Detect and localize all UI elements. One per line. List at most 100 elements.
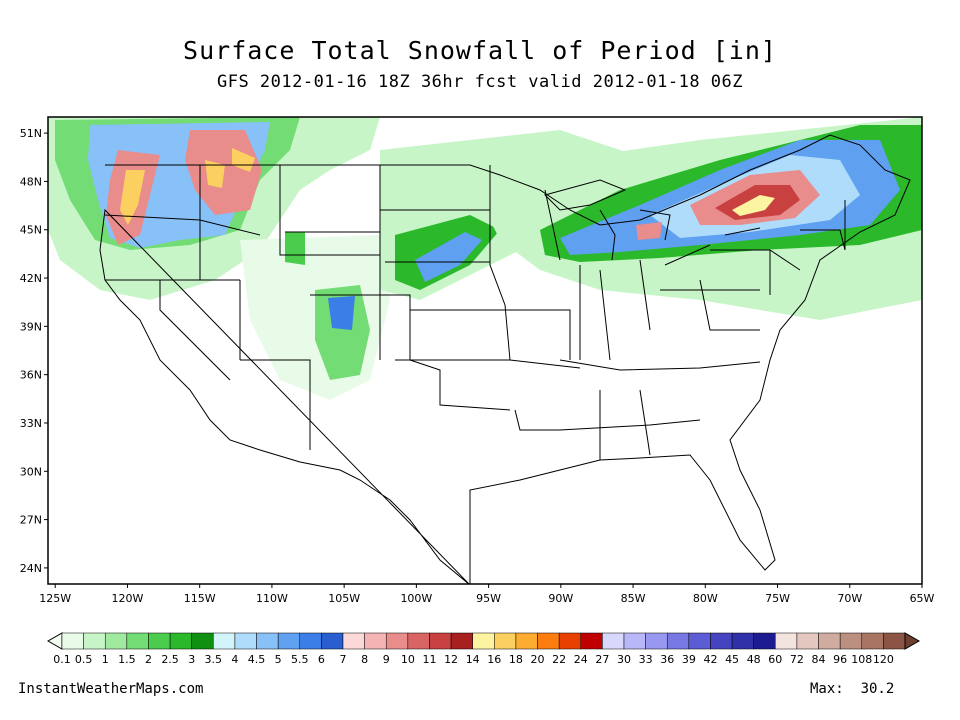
- colorbar-swatch: [385, 632, 409, 650]
- colorbar-label: 27: [595, 653, 609, 666]
- colorbar-label: 2: [145, 653, 152, 666]
- colorbar-label: 2.5: [161, 653, 179, 666]
- colorbar-swatch: [645, 632, 668, 650]
- snow-band-idaho-yellow: [205, 160, 225, 188]
- colorbar-label: 7: [340, 653, 347, 666]
- lat-label: 33N: [20, 417, 42, 430]
- colorbar-label: 10: [401, 653, 415, 666]
- colorbar-swatch: [104, 632, 128, 650]
- lon-label: 90W: [548, 592, 573, 605]
- lon-label: 75W: [765, 592, 790, 605]
- colorbar-swatch: [688, 632, 711, 650]
- lon-label: 120W: [112, 592, 144, 605]
- lon-label: 125W: [39, 592, 71, 605]
- snow-band-wyoming-green: [285, 232, 305, 265]
- snow-band-northeast-yellow: [732, 195, 775, 216]
- lat-label: 45N: [20, 224, 42, 237]
- lon-label: 70W: [837, 592, 862, 605]
- colorbar-swatch: [321, 632, 344, 650]
- colorbar-label: 18: [509, 653, 523, 666]
- colorbar-swatch: [731, 632, 754, 650]
- colorbar-swatch: [796, 632, 819, 650]
- colorbar-swatch: [169, 632, 192, 650]
- colorbar-label: 4: [231, 653, 238, 666]
- colorbar-label: 5.5: [291, 653, 309, 666]
- colorbar-swatch: [472, 632, 495, 650]
- colorbar-label: 4.5: [248, 653, 266, 666]
- lon-label: 115W: [184, 592, 216, 605]
- colorbar-swatch: [602, 632, 625, 650]
- colorbar-label: 20: [531, 653, 545, 666]
- colorbar-swatch: [883, 632, 906, 650]
- lon-label: 65W: [910, 592, 935, 605]
- lat-label: 51N: [20, 127, 42, 140]
- colorbar-label: 36: [660, 653, 674, 666]
- colorbar: 0.1 0.5 1 1.5 2 2.5 3 3.5 4 4.5 5 5.5 6 7 8 9 10 11 12 14 16…: [46, 632, 921, 666]
- colorbar-left-arrow: [46, 632, 63, 650]
- colorbar-label: 9: [383, 653, 390, 666]
- colorbar-label: 11: [422, 653, 436, 666]
- snow-band-cascades-yellow: [120, 170, 145, 225]
- snow-shading: [48, 117, 922, 400]
- colorbar-swatch: [364, 632, 387, 650]
- lat-label: 36N: [20, 369, 42, 382]
- max-label: Max:: [810, 681, 844, 697]
- colorbar-swatch: [234, 632, 257, 650]
- snow-band-lakes-pink: [636, 222, 662, 240]
- colorbar-swatch: [83, 632, 106, 650]
- snow-band-idaho-yellow-2: [232, 148, 255, 172]
- colorbar-label: 5: [275, 653, 282, 666]
- max-readout: Max: 30.2: [810, 681, 894, 697]
- colorbar-label: 33: [639, 653, 653, 666]
- snow-band-plains-blue: [415, 232, 482, 282]
- colorbar-label: 12: [444, 653, 458, 666]
- colorbar-label: 30: [617, 653, 631, 666]
- colorbar-swatch: [494, 632, 517, 650]
- colorbar-swatch: [277, 632, 301, 650]
- colorbar-swatch: [515, 632, 538, 650]
- colorbar-label: 3: [188, 653, 195, 666]
- lon-label: 85W: [621, 592, 646, 605]
- colorbar-label: 14: [466, 653, 480, 666]
- lat-label: 27N: [20, 514, 42, 527]
- lat-label: 48N: [20, 175, 42, 188]
- colorbar-label: 84: [812, 653, 826, 666]
- colorbar-swatch: [558, 632, 582, 650]
- colorbar-swatch: [450, 632, 473, 650]
- colorbar-label: 0.5: [75, 653, 93, 666]
- colorbar-label: 48: [747, 653, 761, 666]
- state-boundaries: [99, 134, 911, 584]
- colorbar-label: 60: [768, 653, 782, 666]
- colorbar-label: 39: [682, 653, 696, 666]
- lon-label: 95W: [476, 592, 501, 605]
- lon-label: 110W: [256, 592, 288, 605]
- colorbar-label: 3.5: [205, 653, 223, 666]
- colorbar-label: 120: [873, 653, 894, 666]
- lat-label: 42N: [20, 272, 42, 285]
- colorbar-label: 96: [833, 653, 847, 666]
- colorbar-swatch: [61, 632, 84, 650]
- colorbar-swatch: [839, 632, 863, 650]
- snow-band-rockies-blue: [328, 296, 355, 330]
- colorbar-swatch: [580, 632, 603, 650]
- colorbar-label: 45: [725, 653, 739, 666]
- colorbar-swatch: [407, 632, 430, 650]
- map-frame: [47, 116, 923, 585]
- longitude-labels: 125W 120W 115W 110W 105W 100W 95W 90W 85W 80W 75W 7…: [39, 584, 935, 605]
- lat-label: 30N: [20, 465, 42, 478]
- colorbar-label: 108: [851, 653, 872, 666]
- colorbar-right-arrow: [904, 632, 921, 650]
- colorbar-swatch: [256, 632, 279, 650]
- lon-label: 100W: [400, 592, 432, 605]
- colorbar-swatch: [710, 632, 733, 650]
- colorbar-label: 16: [487, 653, 501, 666]
- great-lakes: [544, 179, 761, 266]
- map-subtitle: GFS 2012-01-16 18Z 36hr fcst valid 2012-…: [216, 72, 743, 92]
- colorbar-label: 22: [552, 653, 566, 666]
- max-value: 30.2: [860, 681, 895, 697]
- colorbar-swatch: [148, 632, 171, 650]
- colorbar-label: 6: [318, 653, 325, 666]
- lon-label: 105W: [328, 592, 360, 605]
- colorbar-swatch: [666, 632, 690, 650]
- colorbar-swatch: [299, 632, 322, 650]
